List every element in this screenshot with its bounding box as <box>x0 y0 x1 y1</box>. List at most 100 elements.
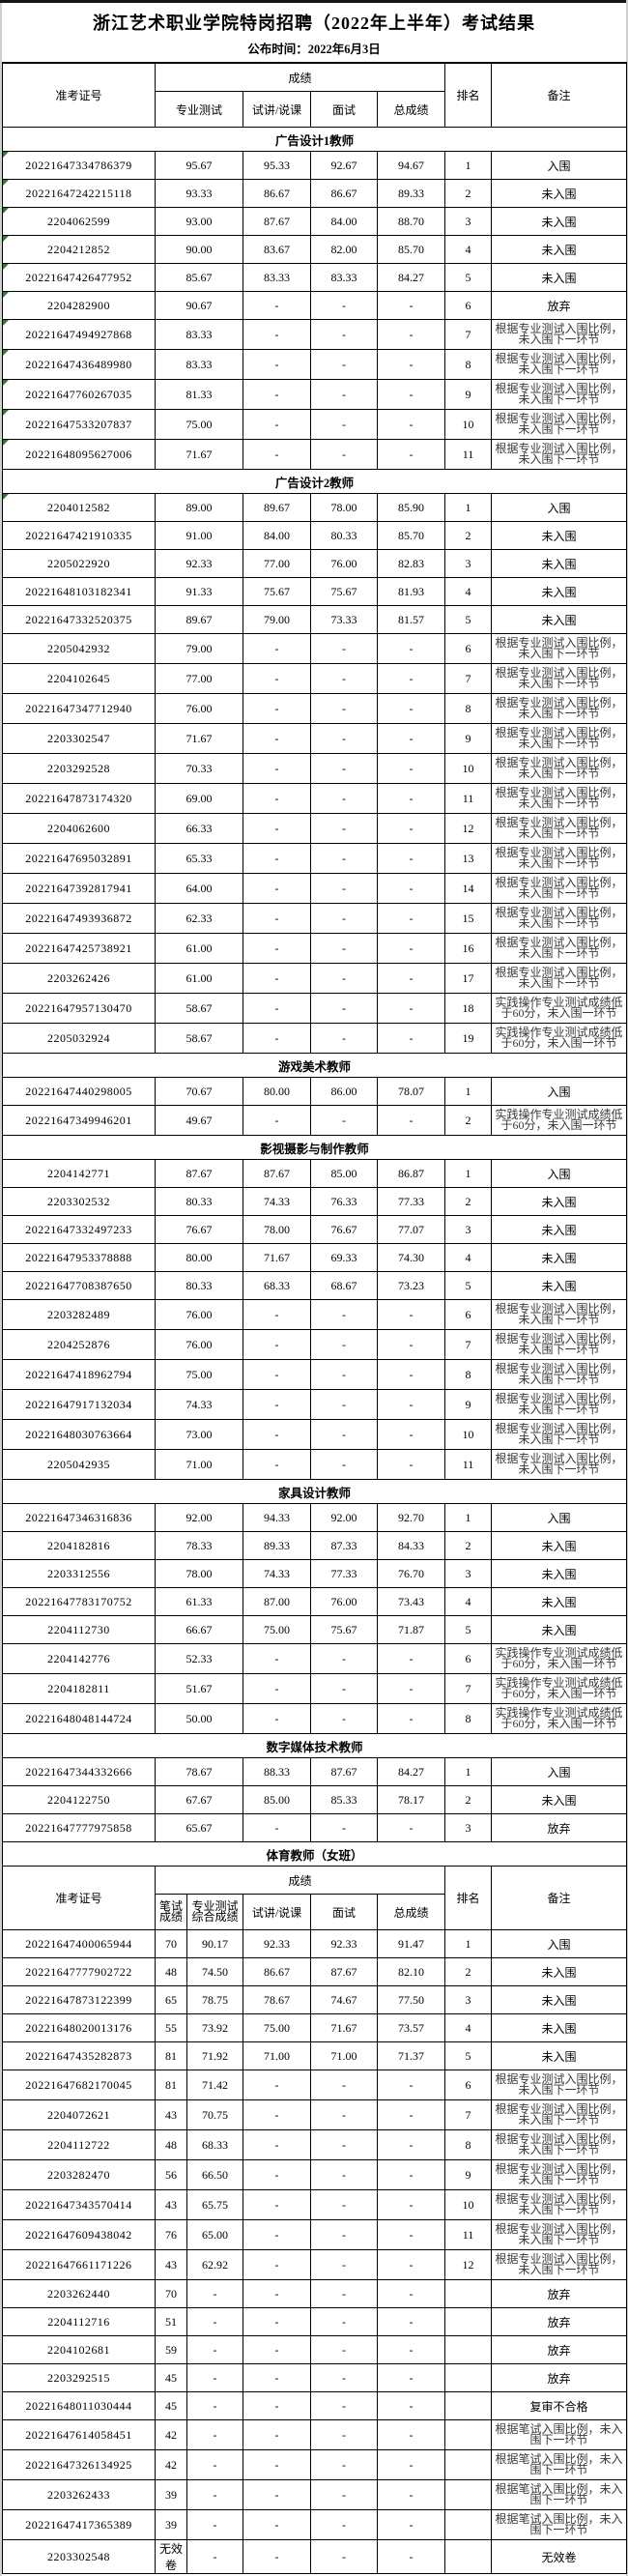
section-title: 家具设计教师 <box>1 1479 628 1504</box>
score-cell: - <box>243 1023 311 1054</box>
score-cell: - <box>310 1449 378 1480</box>
score-cell: 84.00 <box>243 521 311 550</box>
score-cell: 81.93 <box>376 577 446 606</box>
rank-cell: 2 <box>444 1957 493 1986</box>
admission-number-cell: 20221647917132034 <box>2 1389 156 1420</box>
table-row: 20221647436489980 83.33- - -8 根据专业测试入围比例，未入围… <box>2 349 628 380</box>
admission-number-cell: 20221647493936872 <box>2 903 156 934</box>
score-cell: 76.00 <box>310 549 378 578</box>
rank-cell <box>444 2539 493 2574</box>
score-cell: - <box>310 2509 378 2540</box>
score-cell: 95.67 <box>155 151 243 180</box>
rank-cell: 3 <box>444 1985 493 2014</box>
admission-number-cell: 2204112730 <box>2 1615 156 1644</box>
score-cell: 91.00 <box>155 521 243 550</box>
remark-cell: 放弃 <box>491 2307 628 2336</box>
admission-number-cell: 2205042935 <box>2 1449 156 1480</box>
score-cell: 42 <box>155 2449 187 2480</box>
admission-number-cell: 20221647777902722 <box>2 1957 156 1986</box>
top-border-bar <box>0 0 626 3</box>
score-cell: 95.33 <box>243 151 311 180</box>
rank-cell: 10 <box>444 1419 493 1450</box>
rank-cell: 2 <box>444 521 493 550</box>
rank-cell: 7 <box>444 2099 493 2130</box>
remark-cell: 未入围 <box>491 1957 628 1986</box>
table-row: 20221647343570414 43 65.75- - -10 根据专业测试入围比例，… <box>2 2189 628 2220</box>
column-header-score-group: 成绩 <box>154 1866 446 1895</box>
score-cell: 66.33 <box>155 813 243 844</box>
score-cell: - <box>186 2307 243 2336</box>
score-cell: 87.67 <box>310 1957 378 1986</box>
score-cell: - <box>243 903 311 934</box>
score-cell: - <box>376 2307 446 2336</box>
score-cell: - <box>310 2069 378 2100</box>
admission-number-cell: 20221647614058451 <box>2 2419 156 2450</box>
remark-cell: 根据专业测试入围比例，未入围下一环节 <box>491 2129 628 2160</box>
rank-cell: 1 <box>444 151 493 180</box>
remark-cell: 未入围 <box>491 605 628 634</box>
score-cell: - <box>376 409 446 440</box>
remark-cell: 放弃 <box>491 2335 628 2364</box>
score-cell: - <box>376 349 446 380</box>
remark-cell: 入围 <box>491 1503 628 1532</box>
score-cell: - <box>376 1299 446 1330</box>
score-cell: 68.33 <box>186 2129 243 2160</box>
rank-cell: 2 <box>444 1785 493 1814</box>
score-cell: - <box>376 903 446 934</box>
admission-number-cell: 20221647426477952 <box>2 263 156 292</box>
score-cell: - <box>186 2449 243 2480</box>
score-cell: 76 <box>155 2219 187 2250</box>
remark-cell: 入围 <box>491 151 628 180</box>
admission-number-cell: 2204252876 <box>2 1329 156 1360</box>
score-cell: - <box>376 2449 446 2480</box>
score-cell: - <box>243 933 311 964</box>
table-row: 20221647426477952 85.67 83.33 83.33 84.27 5 未入… <box>2 263 628 292</box>
score-cell: 85.70 <box>376 235 446 264</box>
score-cell: - <box>243 663 311 694</box>
score-cell: 81.33 <box>155 379 243 410</box>
rank-cell: 1 <box>444 1503 493 1532</box>
admission-number-cell: 20221647873122399 <box>2 1985 156 2014</box>
table-row: 20221647783170752 61.33 87.00 76.00 73.43 4 未入… <box>2 1587 628 1616</box>
score-cell: 58.67 <box>155 993 243 1024</box>
admission-number-cell: 20221648095627006 <box>2 439 156 470</box>
table-row: 20221647777902722 48 74.50 86.67 87.67 82.10 2… <box>2 1957 628 1986</box>
admission-number-cell: 2205042932 <box>2 633 156 664</box>
admission-number-cell: 2204182811 <box>2 1673 156 1704</box>
admission-number-cell: 20221647783170752 <box>2 1587 156 1616</box>
score-cell: - <box>376 873 446 904</box>
score-cell: - <box>243 1449 311 1480</box>
admission-number-cell: 20221647760267035 <box>2 379 156 410</box>
score-cell: 90.67 <box>155 291 243 320</box>
remark-cell: 根据专业测试入围比例，未入围下一环节 <box>491 409 628 440</box>
table-row: 20221647873122399 65 78.75 78.67 74.67 77.50 3… <box>2 1985 628 2014</box>
admission-number-cell: 20221647609438042 <box>2 2219 156 2250</box>
remark-cell: 根据专业测试入围比例，未入围下一环节 <box>491 873 628 904</box>
section-header-row: 家具设计教师 <box>1 1479 628 1504</box>
remark-cell: 未入围 <box>491 1215 628 1244</box>
score-cell: - <box>310 903 378 934</box>
score-cell: 49.67 <box>155 1105 243 1136</box>
score-cell: 61.00 <box>155 963 243 994</box>
score-cell: - <box>186 2509 243 2540</box>
score-cell: 74.33 <box>243 1559 311 1588</box>
score-cell: - <box>376 1419 446 1450</box>
score-cell: 76.33 <box>310 1187 378 1216</box>
score-cell: 87.67 <box>243 1159 311 1188</box>
table-row: 20221647533207837 75.00- - -10 根据专业测试入围比例，未入… <box>2 409 628 440</box>
rank-cell: 18 <box>444 993 493 1024</box>
score-cell: - <box>376 693 446 724</box>
score-cell: 77.00 <box>155 663 243 694</box>
score-cell: 91.47 <box>376 1929 446 1958</box>
admission-number-cell: 2204102645 <box>2 663 156 694</box>
score-cell: 80.00 <box>243 1077 311 1106</box>
score-cell: - <box>310 2189 378 2220</box>
admission-number-cell: 2203302547 <box>2 723 156 754</box>
rank-cell: 6 <box>444 291 493 320</box>
remark-cell: 根据专业测试入围比例，未入围下一环节 <box>491 1329 628 1360</box>
score-cell: 73.92 <box>186 2013 243 2042</box>
table-row: 2204182811 51.67- - -7 实践操作专业测试成绩低于60分，未入围一环… <box>2 1673 628 1704</box>
rank-cell: 2 <box>444 1105 493 1136</box>
score-cell: - <box>310 783 378 814</box>
rank-cell: 12 <box>444 813 493 844</box>
